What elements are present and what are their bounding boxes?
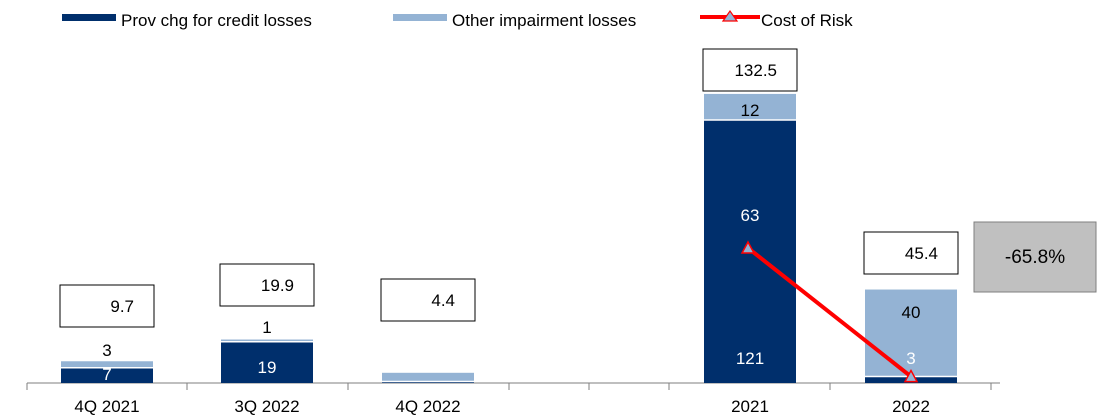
legend-swatch-prov-chg bbox=[62, 14, 116, 21]
total-box-2022 bbox=[863, 231, 959, 275]
bar-prov-chg-4q-2021 bbox=[61, 367, 153, 383]
total-label-2021: 132.5 bbox=[734, 61, 777, 80]
labels: 4Q 2021 3Q 2022 4Q 2022 2021 2022 7 3 19 1 121 12 4… bbox=[59, 48, 959, 416]
x-tick-label-3q-2022: 3Q 2022 bbox=[234, 397, 299, 416]
legend-label-cost-of-risk: Cost of Risk bbox=[761, 11, 853, 30]
segment-label-other-impairment-2022: 40 bbox=[902, 303, 921, 322]
x-tick-label-2021: 2021 bbox=[731, 397, 769, 416]
change-callout: -65.8% bbox=[973, 221, 1097, 293]
segment-label-other-impairment-4q-2021: 3 bbox=[102, 341, 111, 360]
cost-of-risk-line bbox=[746, 246, 913, 379]
total-label-4q-2021: 9.7 bbox=[110, 297, 134, 316]
inner-label-2021: 63 bbox=[741, 206, 760, 225]
total-box-4q-2022 bbox=[380, 278, 476, 322]
legend: Prov chg for credit losses Other impairm… bbox=[62, 9, 853, 30]
total-box-4q-2021 bbox=[59, 284, 155, 328]
x-axis-ticks bbox=[26, 383, 992, 390]
inner-label-2022: 3 bbox=[906, 349, 915, 368]
legend-marker-cost-of-risk bbox=[721, 9, 739, 22]
bar-other-impairment-3q-2022 bbox=[221, 339, 313, 342]
total-box-3q-2022 bbox=[219, 263, 315, 307]
legend-label-other-impairment: Other impairment losses bbox=[452, 11, 636, 30]
total-box-2021 bbox=[702, 48, 798, 92]
bar-other-impairment-4q-2022 bbox=[382, 372, 474, 382]
bar-other-impairment-4q-2021 bbox=[61, 361, 153, 368]
x-tick-label-2022: 2022 bbox=[892, 397, 930, 416]
legend-label-prov-chg: Prov chg for credit losses bbox=[121, 11, 312, 30]
bar-other-impairment-2022 bbox=[865, 289, 957, 377]
segment-label-prov-chg-2021: 121 bbox=[736, 349, 764, 368]
total-label-4q-2022: 4.4 bbox=[431, 291, 455, 310]
segment-label-prov-chg-4q-2021: 7 bbox=[102, 365, 111, 384]
segment-label-other-impairment-3q-2022: 1 bbox=[262, 318, 271, 337]
legend-swatch-other-impairment bbox=[393, 14, 447, 21]
cost-of-risk-layer bbox=[740, 240, 919, 383]
total-label-2022: 45.4 bbox=[905, 244, 938, 263]
change-box bbox=[973, 221, 1097, 293]
cost-of-risk-point-2022 bbox=[903, 369, 919, 383]
cost-of-risk-point-2021 bbox=[740, 240, 756, 254]
bar-other-impairment-2021 bbox=[704, 93, 796, 120]
bar-prov-chg-3q-2022 bbox=[221, 341, 313, 383]
x-tick-label-4q-2022: 4Q 2022 bbox=[395, 397, 460, 416]
segment-label-prov-chg-3q-2022: 19 bbox=[258, 358, 277, 377]
total-label-3q-2022: 19.9 bbox=[261, 276, 294, 295]
change-label: -65.8% bbox=[1005, 247, 1065, 268]
bars bbox=[61, 93, 957, 384]
segment-label-other-impairment-2021: 12 bbox=[741, 101, 760, 120]
x-tick-label-4q-2021: 4Q 2021 bbox=[74, 397, 139, 416]
